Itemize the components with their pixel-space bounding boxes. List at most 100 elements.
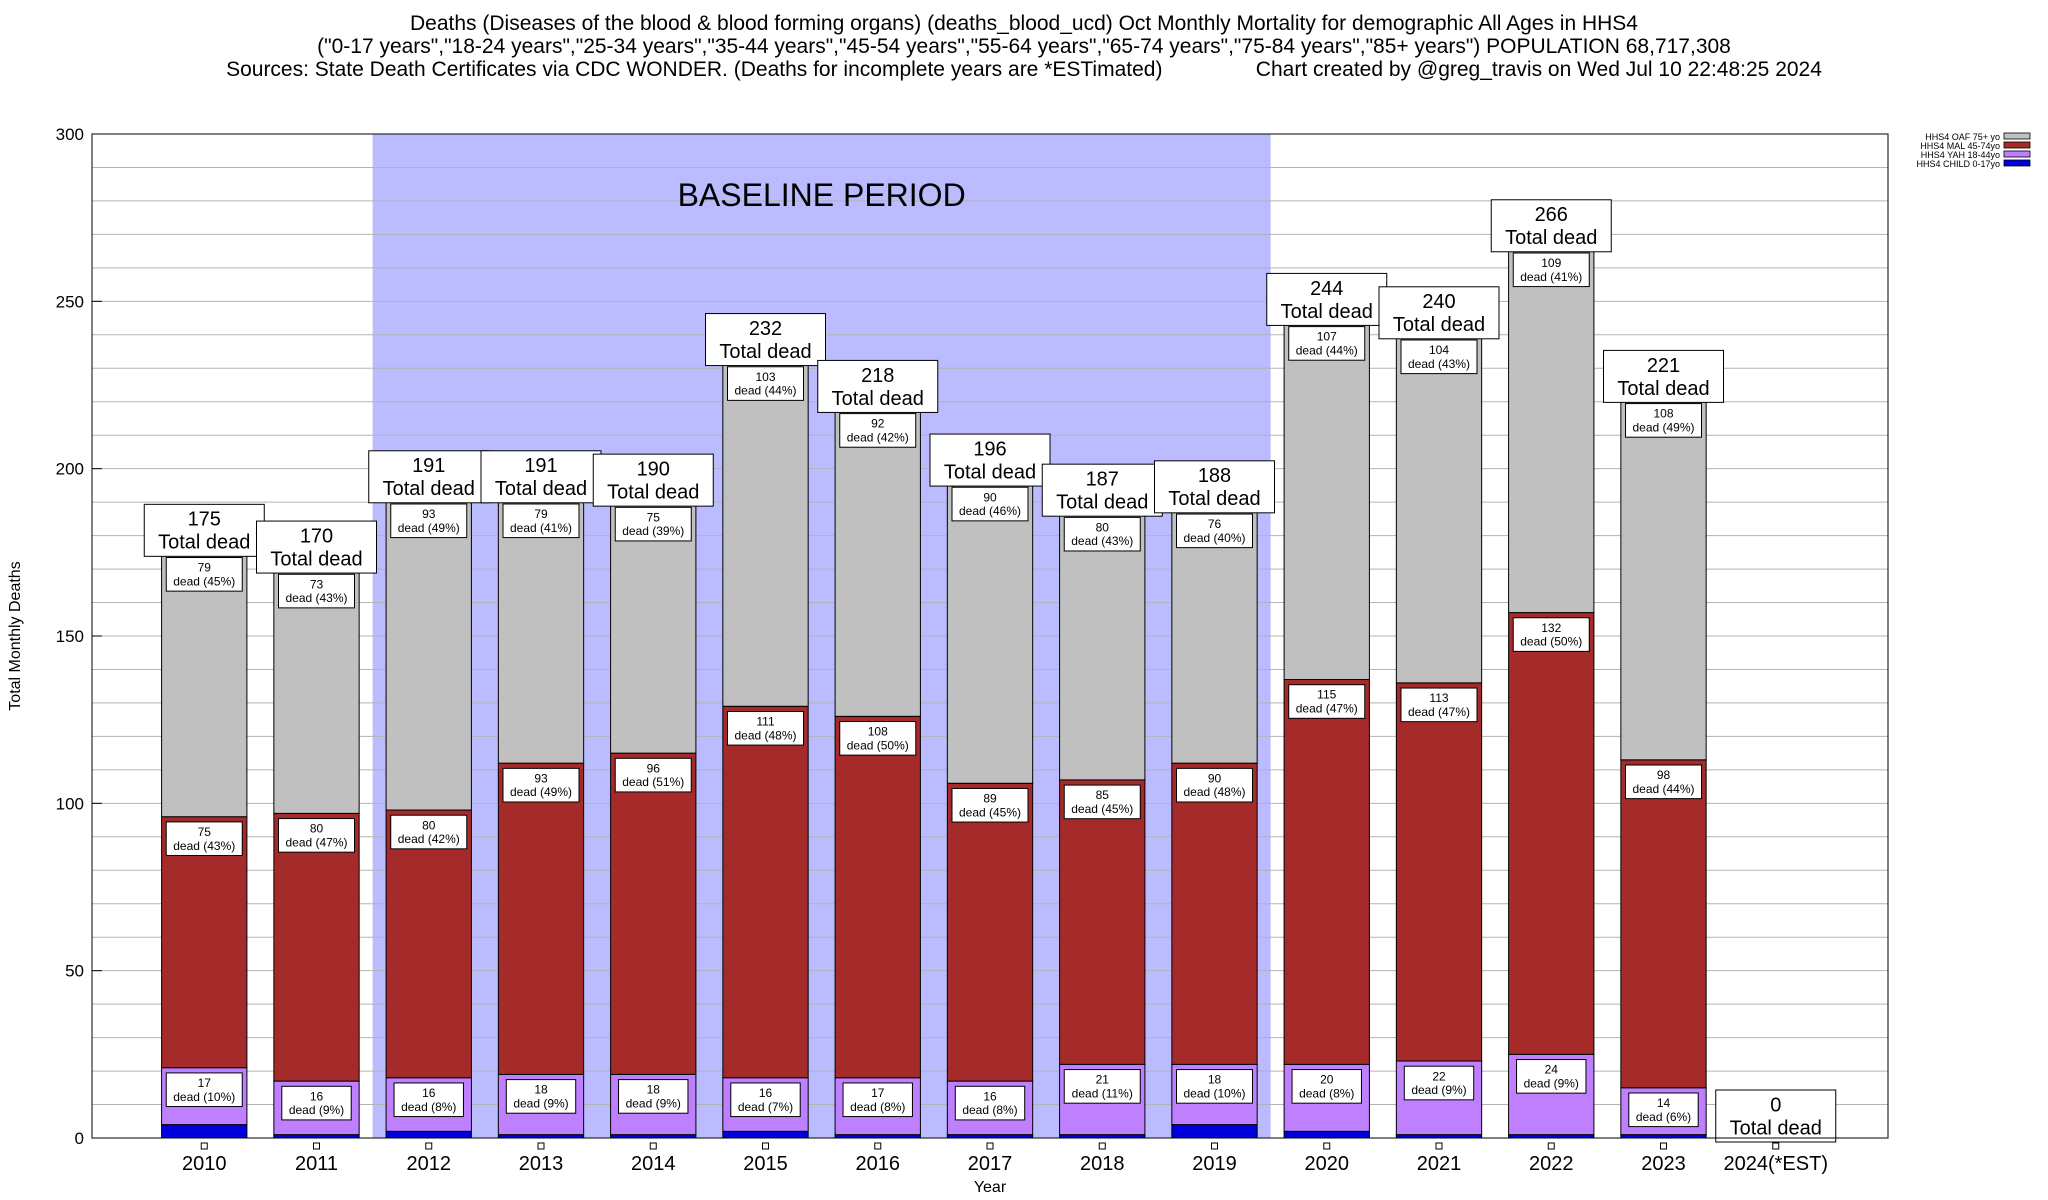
title-line-2: ("0-17 years","18-24 years","25-34 years… — [317, 35, 1731, 58]
segment-label-text: dead (50%) — [1520, 635, 1582, 649]
bar-segment — [1283, 679, 1370, 1065]
total-label-text: Total dead — [383, 478, 475, 500]
bar-segment — [1508, 1134, 1595, 1139]
x-tick-label: 2011 — [295, 1153, 338, 1175]
bar-segment — [1395, 334, 1483, 684]
bars — [161, 247, 1707, 1139]
segment-label-box — [165, 557, 243, 592]
x-tick-label: 2021 — [1417, 1153, 1462, 1175]
total-label-text: Total dead — [1617, 378, 1709, 400]
bar-segment — [1395, 1134, 1483, 1139]
segment-label-text: 89 — [983, 791, 997, 805]
segment-label-box — [614, 757, 692, 793]
segment-label-box — [1063, 1069, 1141, 1104]
segment-label-text: dead (11%) — [1072, 1086, 1133, 1100]
segment-label-box — [727, 710, 804, 746]
x-tick-label: 2013 — [519, 1153, 564, 1175]
total-label-box — [1490, 199, 1612, 253]
segment-label-text: 109 — [1541, 256, 1561, 270]
total-label-text: Total dead — [832, 388, 924, 410]
segment-label-box — [614, 506, 692, 542]
segment-label-box — [1291, 1069, 1362, 1104]
segment-label-text: 16 — [422, 1086, 436, 1100]
segment-label-text: dead (45%) — [1071, 802, 1133, 816]
x-tick-marker — [1323, 1142, 1331, 1150]
segment-label-text: 22 — [1432, 1069, 1446, 1083]
segment-label-text: 80 — [1096, 520, 1110, 534]
segment-label-box — [165, 821, 243, 857]
bar-segment — [161, 551, 248, 818]
bar-segment — [1283, 1130, 1370, 1139]
x-tick-marker — [313, 1142, 320, 1150]
total-label-box — [1603, 349, 1724, 403]
bar-segment — [610, 1134, 697, 1139]
segment-label-text: dead (43%) — [1408, 357, 1470, 371]
segment-label-text: 17 — [871, 1086, 885, 1100]
total-label-box — [1266, 272, 1388, 326]
x-tick-marker — [986, 1142, 994, 1150]
segment-label-text: dead (43%) — [285, 591, 347, 605]
segment-label-text: 79 — [198, 561, 212, 575]
segment-label-text: 113 — [1429, 691, 1448, 705]
bar-segment — [273, 568, 360, 814]
segment-label-text: dead (46%) — [959, 504, 1021, 518]
segment-label-text: dead (43%) — [173, 839, 235, 853]
segment-label-text: 108 — [868, 725, 888, 739]
segment-label-text: 108 — [1653, 407, 1673, 421]
segment-label-text: 115 — [1317, 688, 1336, 702]
segment-label-text: 103 — [755, 370, 775, 384]
bar-segment — [1059, 511, 1146, 781]
total-label-text: Total dead — [1056, 492, 1148, 514]
segment-label-box — [1403, 1065, 1475, 1101]
segment-label-text: dead (42%) — [398, 832, 460, 846]
x-tick-label: 2024(*EST) — [1724, 1153, 1829, 1175]
total-label-box — [592, 453, 714, 507]
segment-label-text: dead (45%) — [959, 805, 1021, 819]
segment-label-text: 20 — [1320, 1073, 1334, 1087]
total-label-box — [1154, 460, 1275, 514]
segment-label-box — [390, 814, 468, 850]
segment-label-text: 80 — [422, 818, 436, 832]
total-label-text: 266 — [1535, 204, 1568, 226]
segment-label-text: dead (39%) — [622, 524, 684, 538]
segment-label-text: 73 — [310, 577, 324, 591]
total-label-text: Total dead — [1730, 1117, 1822, 1139]
total-label-text: Total dead — [1168, 488, 1260, 510]
segment-label-box — [281, 1085, 352, 1121]
total-label-box — [368, 450, 490, 504]
legend-label: HHS4 YAH 18-44yo — [1921, 150, 2000, 160]
segment-label-text: 24 — [1545, 1063, 1559, 1077]
segment-label-text: dead (43%) — [1071, 534, 1133, 548]
x-tick-label: 2012 — [407, 1153, 452, 1175]
x-tick-marker — [762, 1142, 769, 1150]
bar-segment — [1620, 759, 1707, 1089]
segment-label-box — [505, 1079, 577, 1114]
segment-label-box — [1176, 513, 1253, 549]
segment-label-text: 75 — [647, 510, 661, 524]
segment-label-text: dead (9%) — [289, 1103, 344, 1117]
segment-label-box — [1512, 252, 1590, 288]
bar-segment — [946, 481, 1034, 784]
bar-segment — [1508, 247, 1595, 614]
x-tick-label: 2018 — [1080, 1153, 1125, 1175]
legend-label: HHS4 CHILD 0-17yo — [1916, 159, 2000, 169]
x-tick-label: 2014 — [631, 1153, 676, 1175]
segment-label-box — [839, 413, 917, 448]
